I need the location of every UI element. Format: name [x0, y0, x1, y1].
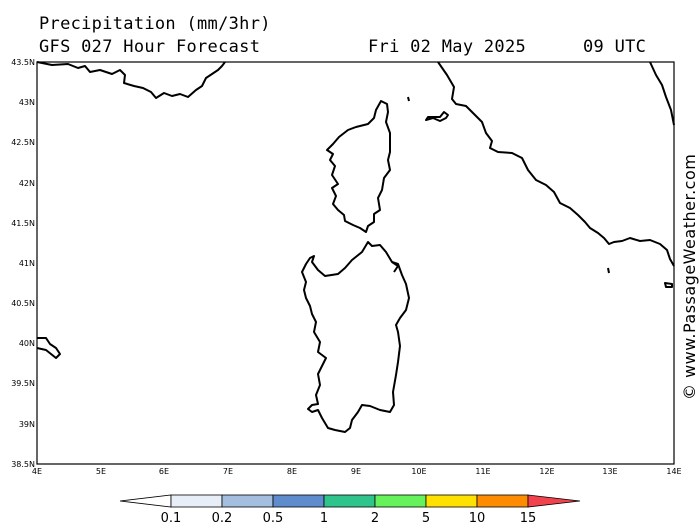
- lon-label: 8E: [287, 467, 297, 476]
- lat-label: 39N: [19, 420, 35, 429]
- island-sardinia: [301, 241, 410, 433]
- forecast-model: GFS 027 Hour Forecast: [39, 37, 261, 57]
- lat-label: 41.5N: [11, 219, 35, 228]
- lon-label: 4E: [32, 467, 42, 476]
- legend-arrow-right: [527, 494, 581, 508]
- latitude-labels: 43.5N 43N 42.5N 42N 41.5N 41N 40.5N 40N …: [11, 58, 35, 469]
- island-ischia: [664, 282, 673, 288]
- legend-swatch: [425, 494, 478, 508]
- lat-label: 43.5N: [11, 58, 35, 67]
- island-elba: [425, 111, 449, 122]
- lat-label: 41N: [19, 259, 35, 268]
- precipitation-legend: 0.1 0.2 0.5 1 2 5 10 15: [119, 494, 581, 525]
- island-capraia: [407, 96, 410, 102]
- lon-label: 9E: [351, 467, 361, 476]
- lat-label: 42N: [19, 179, 35, 188]
- coast-italy: [437, 61, 675, 267]
- legend-swatch: [221, 494, 274, 508]
- legend-swatch: [476, 494, 529, 508]
- coast-france: [36, 61, 226, 99]
- lat-label: 40N: [19, 339, 35, 348]
- legend-swatch: [272, 494, 325, 508]
- lat-label: 39.5N: [11, 379, 35, 388]
- lat-label: 40.5N: [11, 299, 35, 308]
- lon-label: 5E: [96, 467, 106, 476]
- lon-label: 14E: [666, 467, 681, 476]
- island-ponza: [607, 267, 610, 274]
- legend-label: 0.5: [263, 511, 284, 525]
- coastlines: [36, 61, 675, 433]
- legend-swatch: [374, 494, 427, 508]
- legend-label: 15: [520, 511, 537, 525]
- legend-swatch: [170, 494, 223, 508]
- island-sardinia-maddalena: [391, 261, 399, 273]
- lon-label: 13E: [602, 467, 617, 476]
- map-frame: [36, 61, 675, 465]
- lat-label: 42.5N: [11, 138, 35, 147]
- lon-label: 6E: [159, 467, 169, 476]
- copyright-credit: © www.PassageWeather.com: [680, 153, 699, 400]
- lon-label: 7E: [223, 467, 233, 476]
- legend-label: 1: [320, 511, 328, 525]
- legend-label: 0.1: [161, 511, 182, 525]
- legend-label: 0.2: [212, 511, 233, 525]
- lon-label: 10E: [411, 467, 426, 476]
- island-menorca: [36, 337, 61, 359]
- lat-label: 38.5N: [11, 460, 35, 469]
- island-corsica: [326, 100, 391, 233]
- longitude-labels: 4E 5E 6E 7E 8E 9E 10E 11E 12E 13E 14E: [32, 467, 682, 476]
- legend-label: 5: [422, 511, 430, 525]
- forecast-date: Fri 02 May 2025: [368, 37, 527, 57]
- forecast-time: 09 UTC: [583, 37, 647, 57]
- map-title: Precipitation (mm/3hr): [39, 14, 271, 34]
- lon-label: 12E: [539, 467, 554, 476]
- legend-swatch: [323, 494, 376, 508]
- legend-arrow-left: [119, 494, 172, 508]
- coast-italy-far: [649, 61, 675, 126]
- legend-label: 10: [469, 511, 486, 525]
- lat-label: 43N: [19, 98, 35, 107]
- legend-label: 2: [371, 511, 379, 525]
- lon-label: 11E: [475, 467, 490, 476]
